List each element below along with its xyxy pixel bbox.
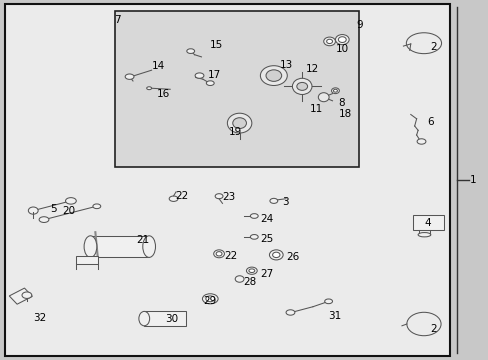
Text: 23: 23	[222, 192, 235, 202]
Text: 2: 2	[429, 324, 436, 334]
Ellipse shape	[205, 296, 214, 302]
Ellipse shape	[206, 81, 214, 85]
Text: 7: 7	[114, 15, 121, 25]
Ellipse shape	[215, 194, 223, 199]
Bar	[9, 288, 32, 304]
Ellipse shape	[324, 299, 332, 304]
Text: 25: 25	[260, 234, 273, 244]
Ellipse shape	[318, 93, 328, 102]
Ellipse shape	[269, 198, 277, 203]
Text: 30: 30	[165, 314, 178, 324]
Ellipse shape	[65, 198, 76, 204]
Ellipse shape	[335, 35, 348, 45]
Ellipse shape	[195, 73, 203, 78]
Text: 28: 28	[243, 276, 256, 287]
Ellipse shape	[227, 113, 251, 133]
Ellipse shape	[93, 204, 101, 209]
Ellipse shape	[265, 70, 281, 81]
Text: 19: 19	[228, 127, 241, 137]
Text: 6: 6	[426, 117, 433, 127]
Bar	[144, 311, 185, 326]
Ellipse shape	[84, 236, 97, 257]
Text: 8: 8	[338, 98, 345, 108]
Text: 3: 3	[282, 197, 289, 207]
Ellipse shape	[250, 214, 258, 218]
Ellipse shape	[292, 78, 311, 95]
Text: 29: 29	[203, 296, 216, 306]
Ellipse shape	[216, 252, 222, 256]
Text: 18: 18	[338, 109, 351, 119]
Ellipse shape	[235, 276, 244, 282]
Ellipse shape	[139, 311, 149, 326]
Ellipse shape	[417, 233, 430, 237]
Ellipse shape	[142, 236, 155, 257]
Text: 32: 32	[33, 312, 46, 323]
Text: 22: 22	[175, 191, 188, 201]
Ellipse shape	[333, 89, 337, 92]
Ellipse shape	[246, 267, 257, 274]
Ellipse shape	[285, 310, 294, 315]
Text: 17: 17	[207, 69, 221, 80]
Ellipse shape	[338, 37, 346, 42]
Bar	[76, 256, 98, 264]
Text: 16: 16	[156, 89, 169, 99]
Ellipse shape	[213, 250, 224, 258]
Ellipse shape	[22, 292, 32, 298]
Text: 2: 2	[429, 42, 436, 52]
Text: 5: 5	[50, 204, 57, 214]
Ellipse shape	[296, 82, 307, 90]
Text: 4: 4	[424, 218, 430, 228]
Text: 21: 21	[136, 235, 149, 245]
Text: 26: 26	[285, 252, 299, 262]
Ellipse shape	[260, 66, 287, 85]
Bar	[90, 236, 149, 257]
Ellipse shape	[169, 196, 178, 202]
Ellipse shape	[186, 49, 194, 54]
Text: 24: 24	[260, 213, 273, 224]
Text: 10: 10	[335, 44, 348, 54]
Text: 31: 31	[328, 311, 341, 321]
Text: 11: 11	[309, 104, 323, 114]
Text: 9: 9	[355, 20, 362, 30]
Ellipse shape	[269, 250, 283, 260]
Text: 13: 13	[280, 60, 293, 70]
Ellipse shape	[323, 37, 335, 46]
Text: 14: 14	[151, 60, 164, 71]
Bar	[115, 11, 359, 167]
Text: 20: 20	[62, 206, 76, 216]
Ellipse shape	[28, 207, 38, 214]
Text: 12: 12	[305, 64, 318, 74]
Ellipse shape	[202, 294, 218, 304]
Bar	[412, 215, 443, 230]
Ellipse shape	[331, 88, 339, 94]
Ellipse shape	[326, 39, 332, 44]
Ellipse shape	[416, 139, 425, 144]
Ellipse shape	[125, 74, 134, 79]
Ellipse shape	[250, 235, 258, 239]
Ellipse shape	[248, 269, 254, 273]
Ellipse shape	[232, 118, 246, 129]
Text: 27: 27	[260, 269, 273, 279]
Ellipse shape	[146, 87, 151, 90]
Ellipse shape	[39, 217, 49, 222]
Text: 15: 15	[210, 40, 223, 50]
Text: 1: 1	[468, 175, 475, 185]
Ellipse shape	[272, 252, 279, 258]
Text: 22: 22	[224, 251, 237, 261]
